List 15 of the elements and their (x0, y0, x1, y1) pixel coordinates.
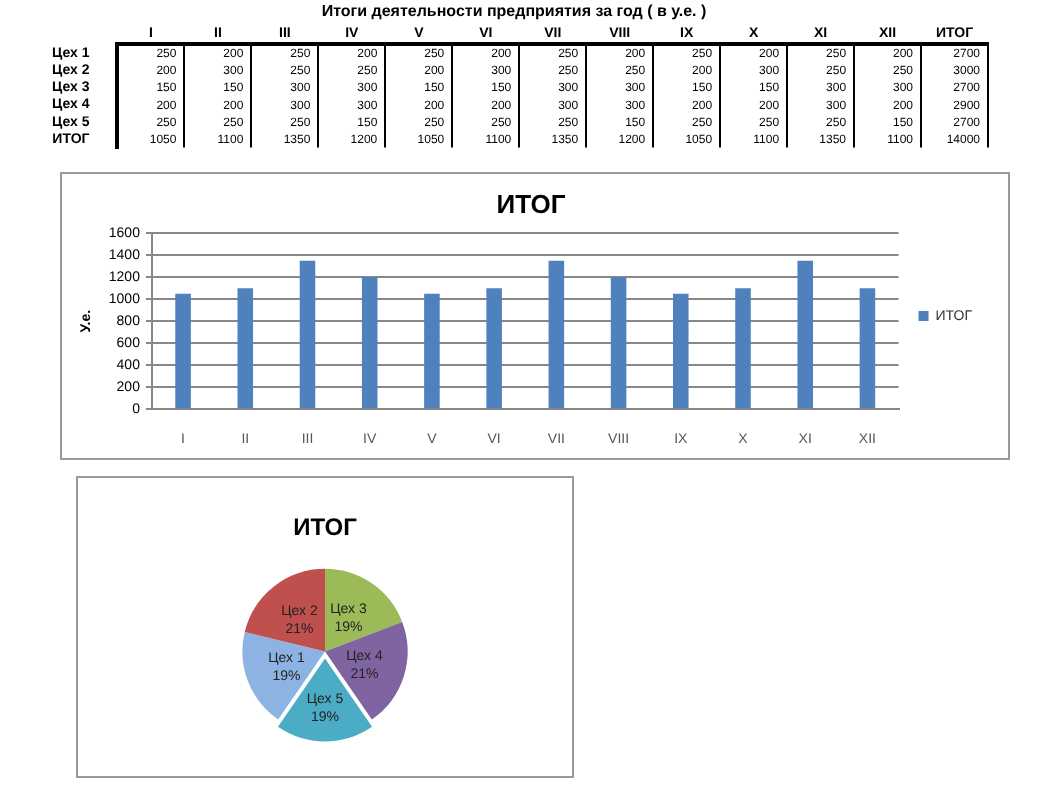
bar (610, 277, 627, 409)
bar (299, 260, 316, 409)
bar (797, 260, 813, 409)
chart-title: Итоги деятельности предприятия за год ( в у.е. ) (321, 2, 707, 21)
bar (175, 293, 191, 409)
bar (424, 293, 440, 409)
chart-title: ИТОГ (496, 188, 567, 219)
bar (735, 288, 751, 409)
bar (859, 288, 876, 409)
bar (673, 293, 689, 409)
bar (361, 277, 378, 409)
bar (548, 260, 565, 409)
chart-title: ИТОГ (293, 513, 358, 542)
bar (237, 288, 254, 409)
bar (486, 288, 502, 409)
